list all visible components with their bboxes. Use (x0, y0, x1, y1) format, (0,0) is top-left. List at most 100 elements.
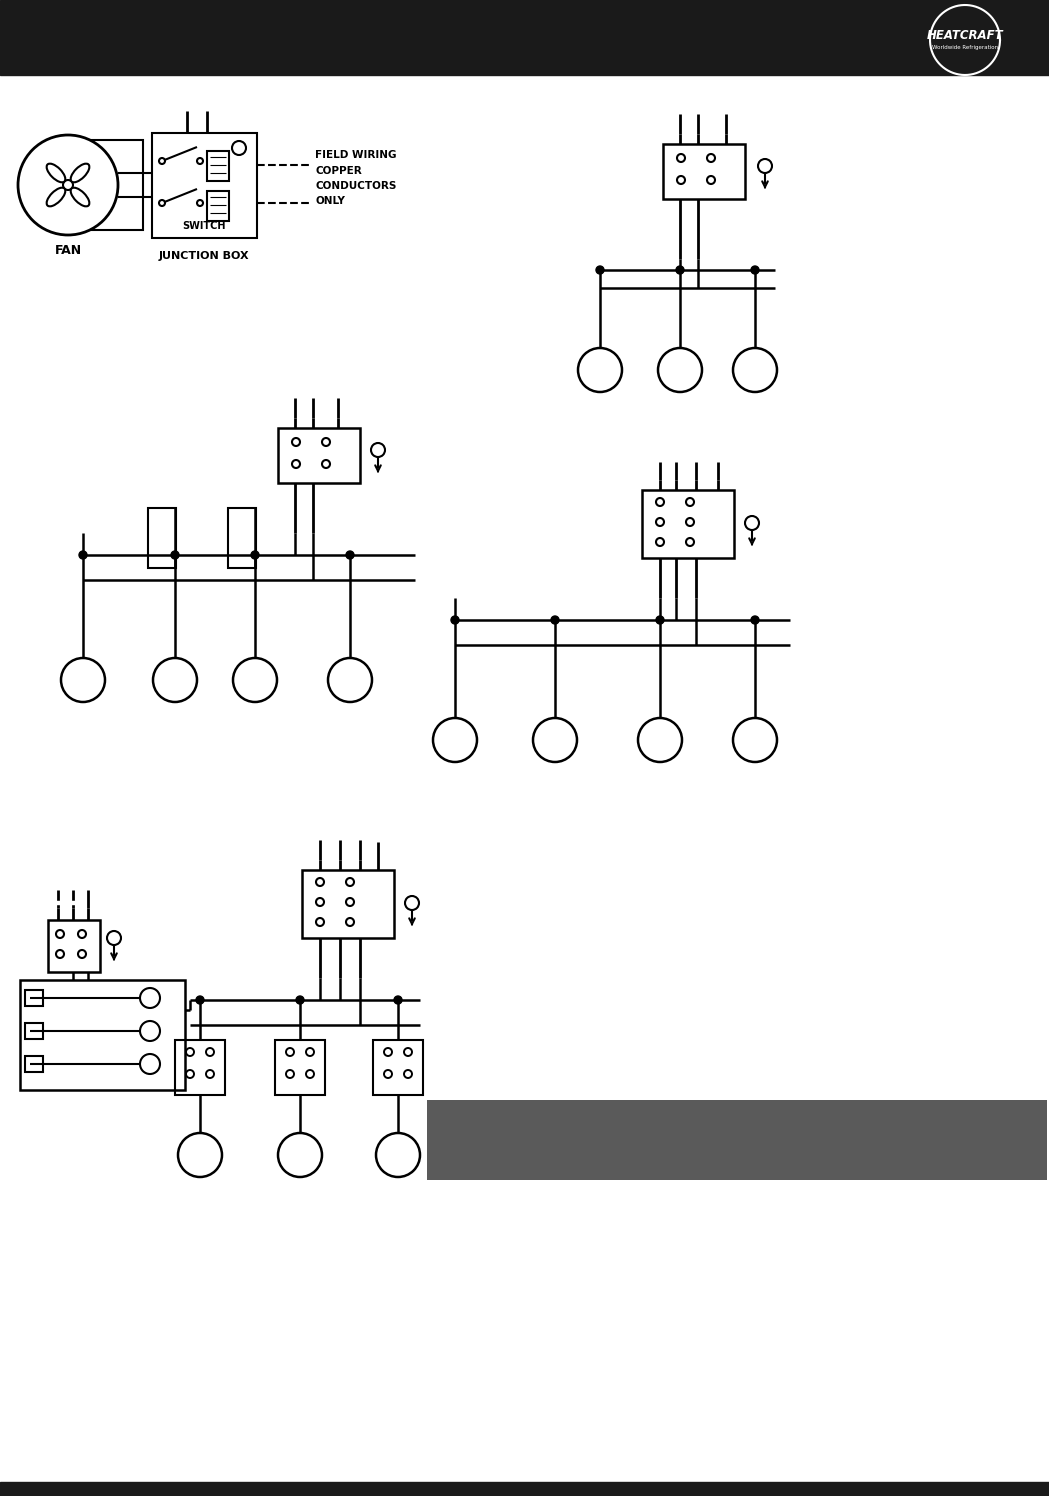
Circle shape (61, 658, 105, 702)
Circle shape (153, 658, 197, 702)
Circle shape (578, 349, 622, 392)
Ellipse shape (70, 187, 89, 206)
Circle shape (171, 551, 179, 560)
Circle shape (322, 438, 330, 446)
Circle shape (178, 1132, 222, 1177)
Text: HEATCRAFT: HEATCRAFT (926, 28, 1003, 42)
Circle shape (79, 551, 87, 560)
Circle shape (186, 1070, 194, 1079)
Circle shape (286, 1049, 294, 1056)
Text: FIELD WIRING: FIELD WIRING (315, 150, 397, 160)
Circle shape (596, 266, 604, 274)
Bar (20, 980, 185, 1091)
Bar (275, 1040, 325, 1095)
Bar (278, 428, 360, 483)
Circle shape (404, 1049, 412, 1056)
Circle shape (278, 1132, 322, 1177)
Circle shape (404, 1070, 412, 1079)
Circle shape (346, 898, 354, 907)
Circle shape (656, 498, 664, 506)
Circle shape (638, 718, 682, 761)
Bar (25, 990, 43, 1005)
Bar (48, 920, 100, 972)
Circle shape (233, 658, 277, 702)
Bar (427, 1100, 1047, 1180)
Circle shape (677, 177, 685, 184)
Circle shape (733, 349, 777, 392)
Circle shape (405, 896, 419, 910)
Circle shape (140, 987, 160, 1008)
Bar (68, 141, 143, 230)
Bar (25, 1056, 43, 1073)
Bar (207, 151, 229, 181)
Bar (228, 509, 256, 568)
Ellipse shape (46, 187, 65, 206)
Circle shape (78, 950, 86, 957)
Circle shape (656, 539, 664, 546)
Circle shape (658, 349, 702, 392)
Circle shape (733, 718, 777, 761)
Circle shape (286, 1070, 294, 1079)
Circle shape (751, 266, 759, 274)
Circle shape (206, 1070, 214, 1079)
Circle shape (376, 1132, 420, 1177)
Circle shape (140, 1020, 160, 1041)
Circle shape (346, 919, 354, 926)
Circle shape (78, 931, 86, 938)
Bar (25, 1023, 43, 1040)
Text: SWITCH: SWITCH (183, 221, 226, 230)
Circle shape (56, 950, 64, 957)
Bar (642, 491, 734, 558)
Text: FAN: FAN (55, 244, 82, 256)
Circle shape (316, 878, 324, 886)
Circle shape (316, 919, 324, 926)
Circle shape (306, 1070, 314, 1079)
Circle shape (196, 996, 204, 1004)
Circle shape (551, 616, 559, 624)
Bar (148, 509, 176, 568)
Circle shape (346, 878, 354, 886)
Circle shape (292, 459, 300, 468)
Circle shape (745, 516, 759, 530)
Circle shape (686, 539, 694, 546)
Circle shape (251, 551, 259, 560)
Bar (302, 871, 394, 938)
Bar (207, 191, 229, 221)
Circle shape (451, 616, 459, 624)
Circle shape (296, 996, 304, 1004)
Text: ONLY: ONLY (315, 196, 345, 206)
Circle shape (292, 438, 300, 446)
Circle shape (707, 177, 715, 184)
Circle shape (328, 658, 372, 702)
Circle shape (656, 616, 664, 624)
Circle shape (656, 518, 664, 527)
Circle shape (433, 718, 477, 761)
Circle shape (63, 180, 73, 190)
Circle shape (686, 498, 694, 506)
Circle shape (306, 1049, 314, 1056)
Circle shape (371, 443, 385, 456)
Text: COPPER: COPPER (315, 166, 362, 177)
Bar (152, 133, 257, 238)
Circle shape (707, 154, 715, 162)
Ellipse shape (70, 163, 89, 183)
Circle shape (140, 1055, 160, 1074)
Circle shape (197, 159, 204, 165)
Text: JUNCTION BOX: JUNCTION BOX (158, 251, 250, 260)
Circle shape (206, 1049, 214, 1056)
Circle shape (197, 200, 204, 206)
Bar (663, 144, 745, 199)
Bar (0, 0, 1049, 75)
Circle shape (316, 898, 324, 907)
Circle shape (322, 459, 330, 468)
Circle shape (677, 154, 685, 162)
Bar (0, 1483, 1049, 1496)
Circle shape (758, 159, 772, 174)
Circle shape (186, 1049, 194, 1056)
Bar (175, 1040, 224, 1095)
Circle shape (56, 931, 64, 938)
Circle shape (107, 931, 121, 945)
Circle shape (533, 718, 577, 761)
Circle shape (159, 159, 165, 165)
Circle shape (159, 200, 165, 206)
